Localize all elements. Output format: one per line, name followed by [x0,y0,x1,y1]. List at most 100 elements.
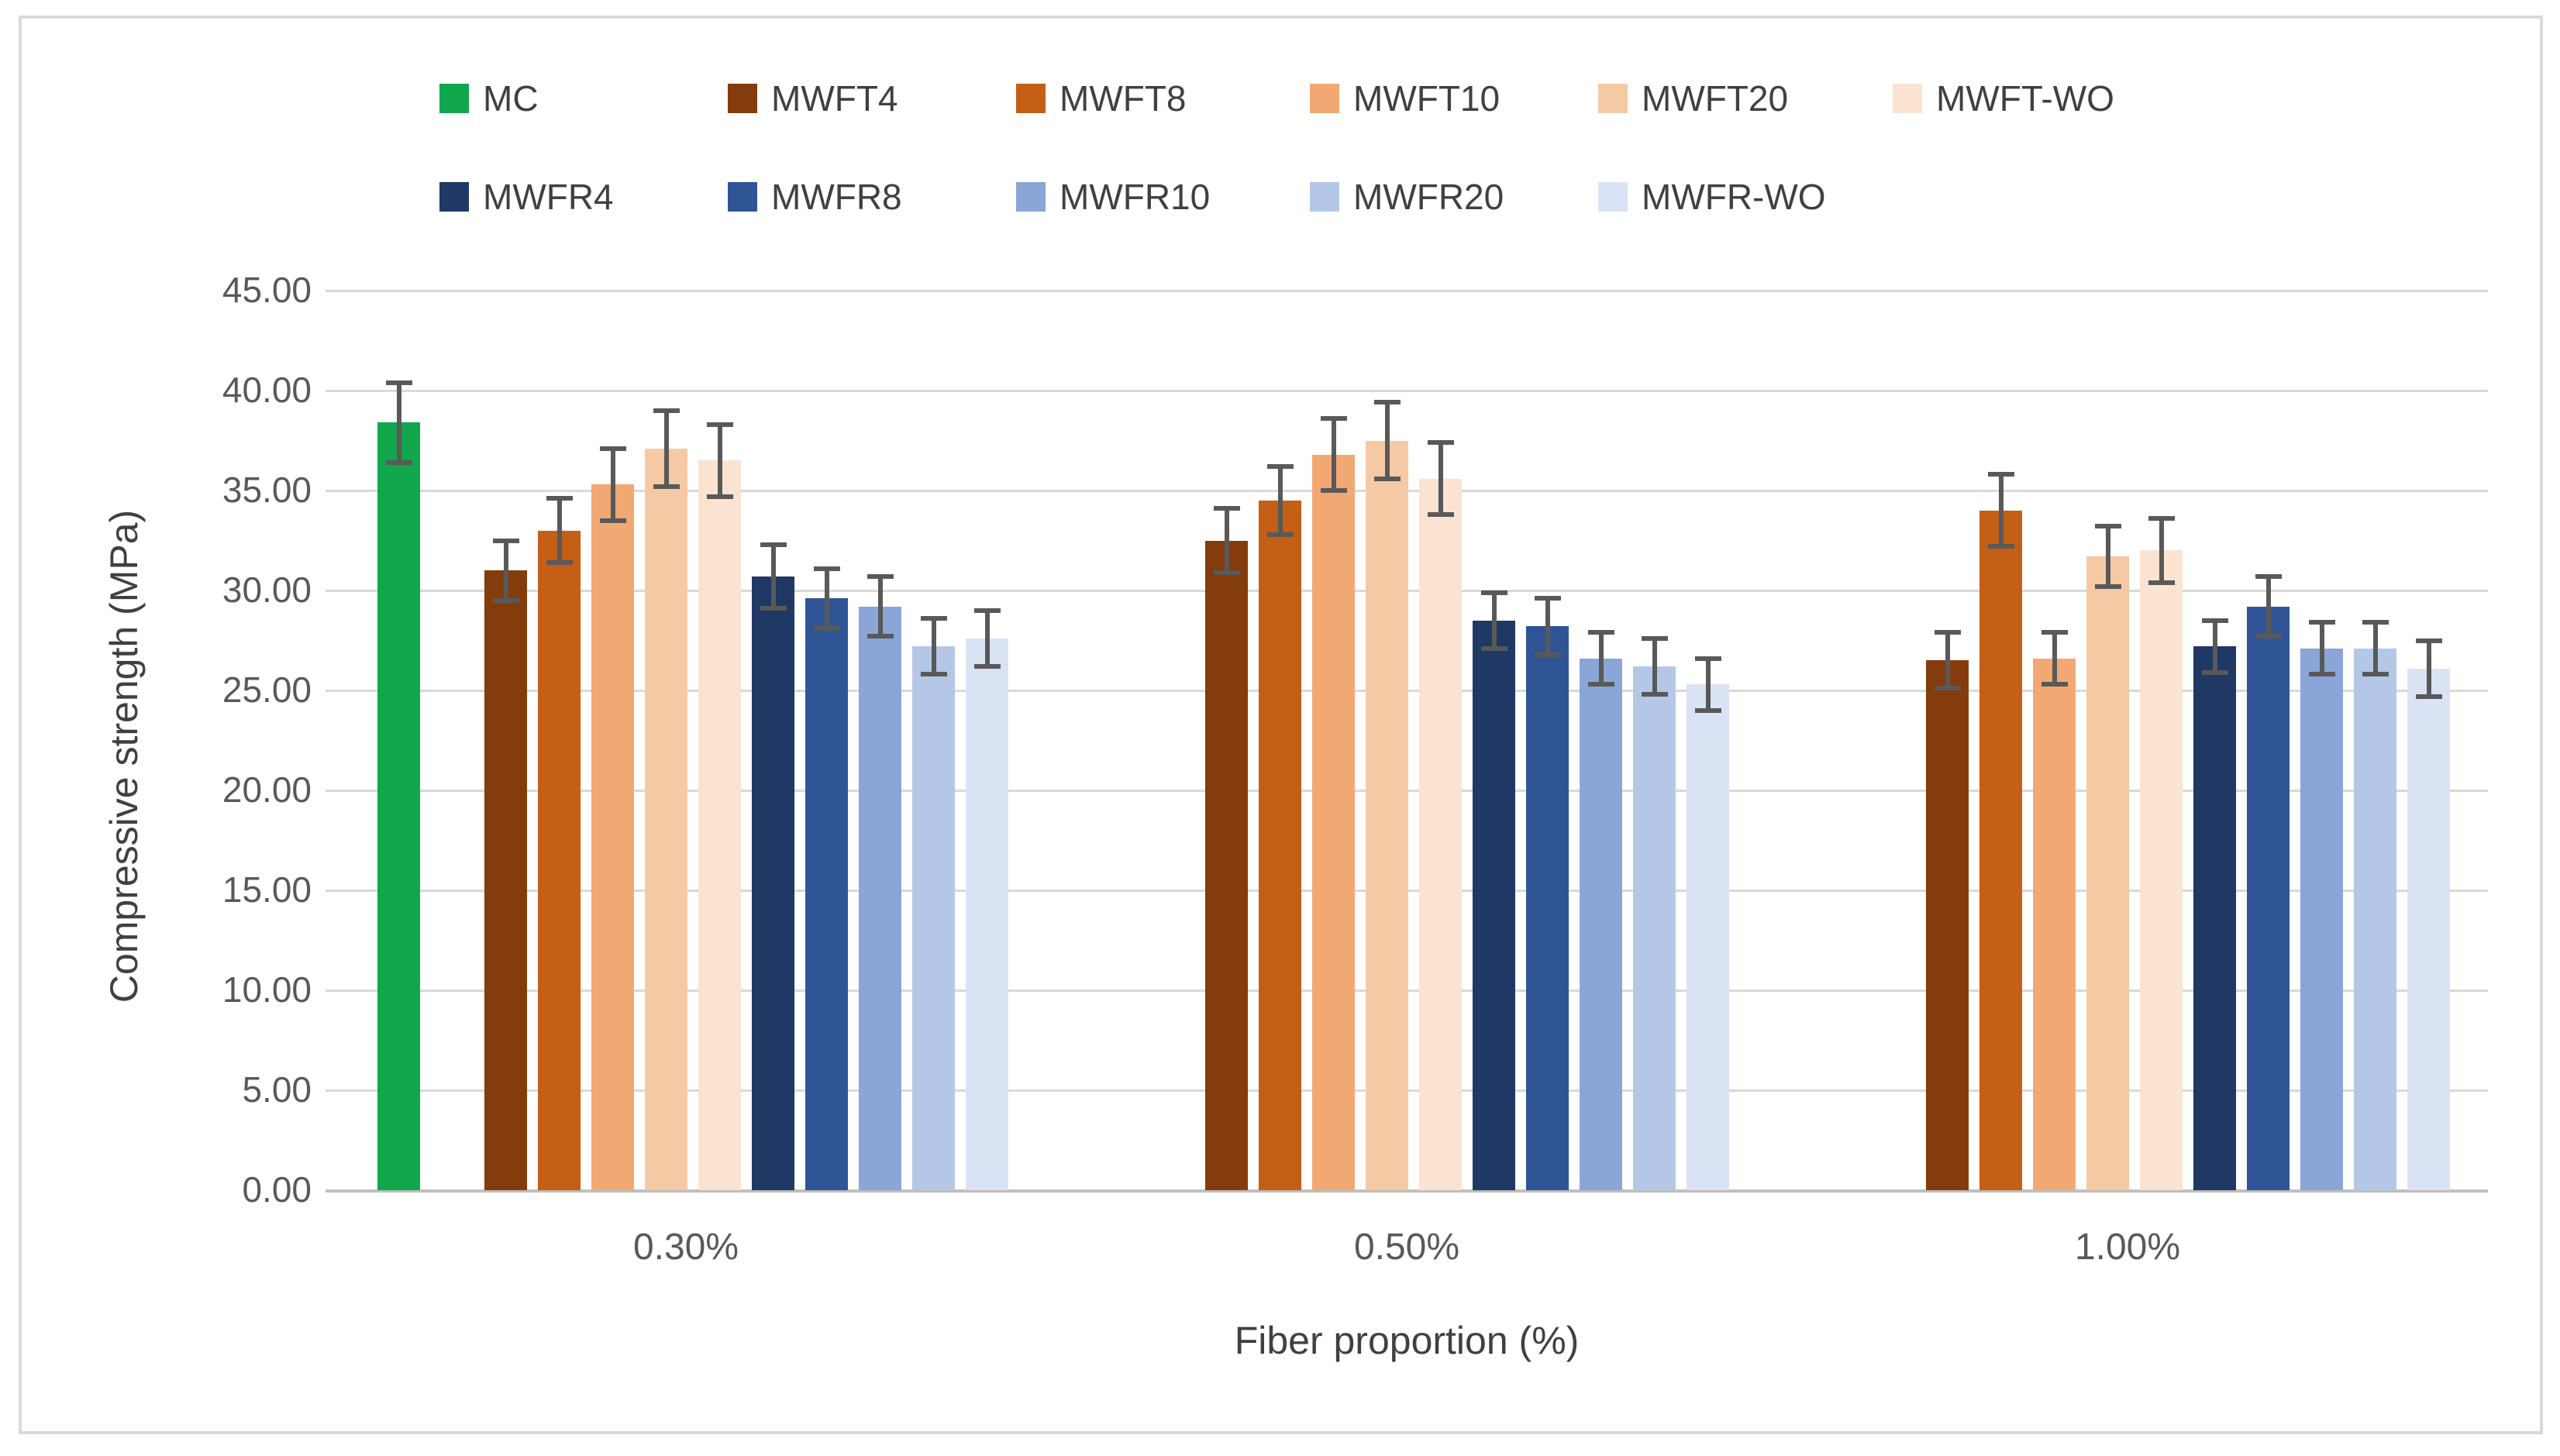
bar-mwfr10-0.50% [1580,658,1622,1190]
bar-mwft4-0.50% [1205,540,1248,1190]
error-bar-mwft20-0.30% [663,410,669,487]
error-bar-mwft-wo-1.00% [2159,518,2164,583]
error-bar-mwfr10-1.00% [2319,622,2324,675]
error-bar-mwfr20-1.00% [2372,622,2378,675]
error-bar-cap-top [2415,638,2442,643]
error-bar-cap-bottom [1373,476,1401,481]
error-bar-cap-bottom [920,672,947,677]
bar-mc-0.30% [377,422,420,1190]
error-bar-cap-top [2255,573,2282,579]
error-bar-cap-top [1534,596,1561,601]
y-tick-label: 30.00 [222,569,312,610]
legend-label: MWFR10 [1059,177,1211,217]
legend-item-mwft10: MWFT10 [1310,77,1500,119]
error-bar-cap-bottom [973,664,1001,669]
legend-swatch-mwft-wo [1893,84,1922,113]
x-category-label-0.30: 0.30% [632,1227,739,1268]
error-bar-cap-top [760,542,787,547]
error-bar-cap-top [973,608,1001,613]
bar-mwfr-wo-0.30% [966,638,1008,1190]
legend-swatch-mwfr-wo [1598,182,1628,212]
error-bar-cap-bottom [2041,682,2068,687]
legend-item-mwfr10: MWFR10 [1016,176,1210,218]
error-bar-cap-bottom [1320,488,1347,493]
error-bar-mwfr10-0.50% [1598,632,1604,685]
error-bar-cap-top [1987,472,2014,477]
bar-mwfr-wo-0.50% [1687,684,1729,1190]
y-tick-label: 0.00 [242,1169,312,1210]
error-bar-mwft8-0.30% [556,498,562,563]
bar-mwfr8-0.30% [805,598,848,1190]
legend-item-mwft20: MWFT20 [1598,77,1788,119]
gridline [326,390,2488,392]
error-bar-cap-top [2362,620,2389,625]
x-category-label-0.50: 0.50% [1353,1227,1460,1268]
error-bar-cap-top [813,566,840,571]
bar-mwfr20-0.30% [912,646,955,1190]
error-bar-cap-bottom [760,606,787,611]
error-bar-cap-top [385,380,412,385]
legend-swatch-mwfr8 [728,182,757,212]
legend-swatch-mwfr20 [1310,182,1339,212]
legend-label: MWFT10 [1353,78,1501,119]
error-bar-mwfr8-0.50% [1545,598,1550,655]
bar-mwft20-0.50% [1366,440,1408,1190]
error-bar-cap-top [1266,464,1294,470]
error-bar-cap-top [2201,618,2228,623]
error-bar-cap-bottom [1534,652,1561,657]
error-bar-cap-bottom [2201,669,2228,675]
legend-label: MWFR20 [1353,177,1504,217]
error-bar-mwfr20-0.50% [1652,638,1657,695]
error-bar-cap-top [706,422,733,427]
bar-mwft10-0.50% [1312,454,1355,1190]
legend-label: MWFT4 [771,78,898,119]
bar-mwft8-0.30% [538,530,581,1190]
error-bar-cap-bottom [2362,672,2389,677]
error-bar-cap-bottom [2255,634,2282,639]
error-bar-mc-0.30% [396,382,401,463]
bar-mwft4-1.00% [1926,660,1969,1190]
error-bar-mwfr4-0.30% [770,544,776,609]
legend-swatch-mwft4 [728,84,757,113]
y-tick-label: 15.00 [222,869,312,910]
error-bar-cap-bottom [546,559,573,565]
error-bar-cap-bottom [653,484,680,489]
error-bar-mwfr-wo-1.00% [2426,640,2431,697]
legend-label: MWFT8 [1059,78,1187,119]
error-bar-cap-top [1934,630,1961,635]
error-bar-mwfr8-0.30% [824,568,829,628]
error-bar-mwft8-1.00% [1998,474,2004,547]
legend-label: MWFR8 [771,177,902,217]
bar-mwft-wo-0.50% [1419,478,1462,1190]
y-tick-label: 25.00 [222,669,312,710]
bar-mwfr-wo-1.00% [2407,668,2450,1190]
bar-mwft10-0.30% [591,484,634,1190]
bar-mwfr10-0.30% [859,606,901,1190]
error-bar-cap-top [920,616,947,621]
error-bar-cap-top [2148,516,2175,521]
legend-item-mc: MC [439,77,539,119]
legend-swatch-mwfr10 [1016,182,1046,212]
bar-mwft10-1.00% [2033,658,2076,1190]
error-bar-mwft20-0.50% [1384,402,1390,479]
error-bar-mwft10-0.30% [610,448,615,521]
error-bar-cap-top [2041,630,2068,635]
bar-mwfr4-0.50% [1473,620,1515,1190]
error-bar-cap-bottom [1480,645,1507,651]
error-bar-cap-bottom [2094,583,2121,589]
legend-item-mwfr20: MWFR20 [1310,176,1504,218]
error-bar-cap-top [1320,416,1347,422]
error-bar-mwft10-0.50% [1331,418,1336,490]
bar-mwfr8-1.00% [2247,606,2290,1190]
error-bar-cap-top [1694,656,1721,661]
legend-item-mwfr8: MWFR8 [728,176,902,218]
y-tick-label: 35.00 [222,469,312,510]
legend-label: MWFT20 [1642,78,1789,119]
bar-mwft20-0.30% [645,448,687,1190]
bar-mwft20-1.00% [2086,556,2129,1190]
legend-swatch-mwft20 [1598,84,1628,113]
error-bar-mwfr-wo-0.30% [984,610,990,667]
legend-item-mwft4: MWFT4 [728,77,898,119]
error-bar-cap-bottom [2308,672,2335,677]
